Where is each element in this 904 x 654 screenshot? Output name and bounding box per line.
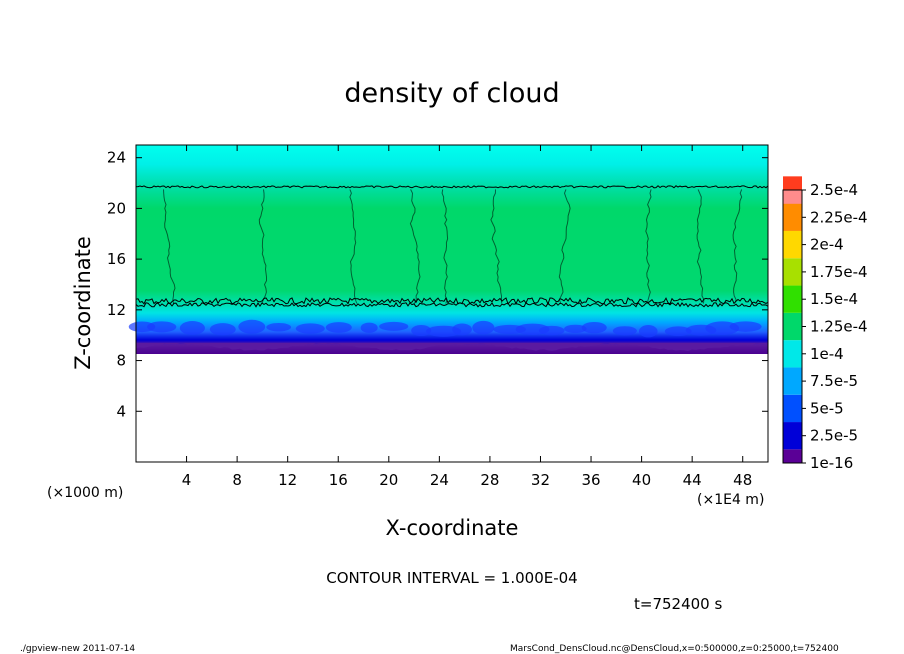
cloud-cell bbox=[379, 321, 409, 331]
cloud-cell bbox=[564, 324, 587, 333]
colorbar-swatch bbox=[783, 312, 802, 341]
colorbar-swatch bbox=[783, 190, 802, 204]
chart-title: density of cloud bbox=[344, 78, 559, 109]
footer-right: MarsCond_DensCloud.nc@DensCloud,x=0:5000… bbox=[510, 644, 839, 654]
x-tick-label: 12 bbox=[278, 471, 297, 489]
plume-contour bbox=[645, 189, 652, 304]
cloud-cell bbox=[639, 325, 658, 338]
x-unit-note: (×1E4 m) bbox=[697, 492, 764, 508]
y-axis: 4 8 12 16 20 24 bbox=[107, 149, 768, 420]
field-detail bbox=[128, 185, 769, 351]
plume-contour bbox=[163, 189, 176, 304]
footer-left: ./gpview-new 2011-07-14 bbox=[20, 644, 135, 654]
x-tick-label: 16 bbox=[329, 471, 348, 489]
plot-frame bbox=[135, 144, 769, 463]
cloud-cell bbox=[147, 321, 177, 333]
contour-line-lower bbox=[135, 301, 769, 308]
cloud-base-edge bbox=[136, 342, 768, 351]
cloud-cell bbox=[472, 320, 495, 335]
colorbar-swatch bbox=[783, 449, 802, 463]
colorbar-label: 1.25e-4 bbox=[810, 318, 868, 336]
colorbar-label: 2.5e-4 bbox=[810, 181, 858, 199]
plume-contour bbox=[409, 189, 421, 304]
y-tick-label: 8 bbox=[116, 352, 126, 370]
cloud-cell bbox=[729, 321, 762, 332]
colorbar-swatch bbox=[783, 394, 802, 423]
cloud-cell bbox=[238, 319, 266, 334]
plume-contour bbox=[349, 189, 358, 304]
cloud-cell bbox=[179, 321, 205, 335]
y-axis-label: Z-coordinate bbox=[71, 236, 95, 370]
colorbar-swatch bbox=[783, 367, 802, 395]
x-tick-label: 24 bbox=[430, 471, 449, 489]
colorbar-label: 2e-4 bbox=[810, 236, 844, 254]
cloud-cell bbox=[664, 326, 692, 337]
cloud-cell bbox=[581, 321, 607, 334]
density-field bbox=[136, 145, 768, 462]
y-tick-label: 24 bbox=[107, 149, 126, 167]
plume-contour bbox=[258, 189, 267, 304]
colorbar-swatch bbox=[783, 340, 802, 368]
x-tick-label: 48 bbox=[733, 471, 752, 489]
contour-line-upper bbox=[135, 185, 769, 189]
cloud-cell bbox=[538, 325, 565, 336]
colorbar-label: 1e-4 bbox=[810, 345, 844, 363]
cloud-cell bbox=[209, 323, 236, 336]
colorbar-swatch bbox=[783, 258, 802, 286]
x-tick-label: 4 bbox=[182, 471, 192, 489]
plume-contour bbox=[696, 189, 705, 304]
colorbar-label: 2.25e-4 bbox=[810, 208, 868, 226]
colorbar-swatch bbox=[783, 230, 802, 259]
colorbar-label: 2.5e-5 bbox=[810, 427, 858, 445]
colorbar: 1e-16 2.5e-5 5e-5 7.5e-5 1e-4 1.25e-4 1.5e-4 1.… bbox=[782, 176, 868, 472]
y-tick-label: 12 bbox=[107, 301, 126, 319]
x-tick-label: 36 bbox=[581, 471, 600, 489]
colorbar-label: 1e-16 bbox=[810, 454, 853, 472]
colorbar-label: 1.5e-4 bbox=[810, 290, 858, 308]
y-tick-label: 16 bbox=[107, 250, 126, 268]
y-unit-note: (×1000 m) bbox=[47, 485, 123, 501]
cloud-cell bbox=[452, 323, 472, 336]
plume-contour bbox=[732, 189, 743, 304]
colorbar-swatch bbox=[783, 285, 802, 313]
x-tick-label: 32 bbox=[531, 471, 550, 489]
cloud-cell bbox=[266, 322, 292, 332]
cloud-cell bbox=[295, 323, 325, 334]
colorbar-swatch bbox=[783, 203, 802, 231]
contour-interval: CONTOUR INTERVAL = 1.000E-04 bbox=[326, 569, 577, 587]
cloud-cell bbox=[128, 321, 156, 333]
y-tick-label: 20 bbox=[107, 199, 126, 217]
plume-contour bbox=[490, 189, 503, 304]
x-tick-label: 44 bbox=[683, 471, 702, 489]
colorbar-swatch bbox=[783, 422, 802, 450]
y-tick-label: 4 bbox=[116, 402, 126, 420]
time-label: t=752400 s bbox=[634, 595, 722, 613]
x-tick-label: 20 bbox=[379, 471, 398, 489]
cloud-cell bbox=[325, 322, 352, 333]
cloud-cell bbox=[411, 324, 432, 337]
contour-line-lower bbox=[135, 297, 769, 306]
cloud-cell bbox=[612, 326, 637, 336]
x-tick-label: 28 bbox=[480, 471, 499, 489]
x-tick-label: 8 bbox=[232, 471, 242, 489]
colorbar-label: 5e-5 bbox=[810, 399, 844, 417]
cloud-cell bbox=[360, 322, 378, 333]
x-axis: 4 8 12 16 20 24 28 32 36 40 44 48 bbox=[182, 145, 752, 489]
x-tick-label: 40 bbox=[632, 471, 651, 489]
colorbar-label: 1.75e-4 bbox=[810, 263, 868, 281]
colorbar-label: 7.5e-5 bbox=[810, 372, 858, 390]
plume-contour bbox=[441, 189, 449, 304]
x-axis-label: X-coordinate bbox=[386, 516, 519, 540]
plume-contour bbox=[558, 189, 571, 304]
